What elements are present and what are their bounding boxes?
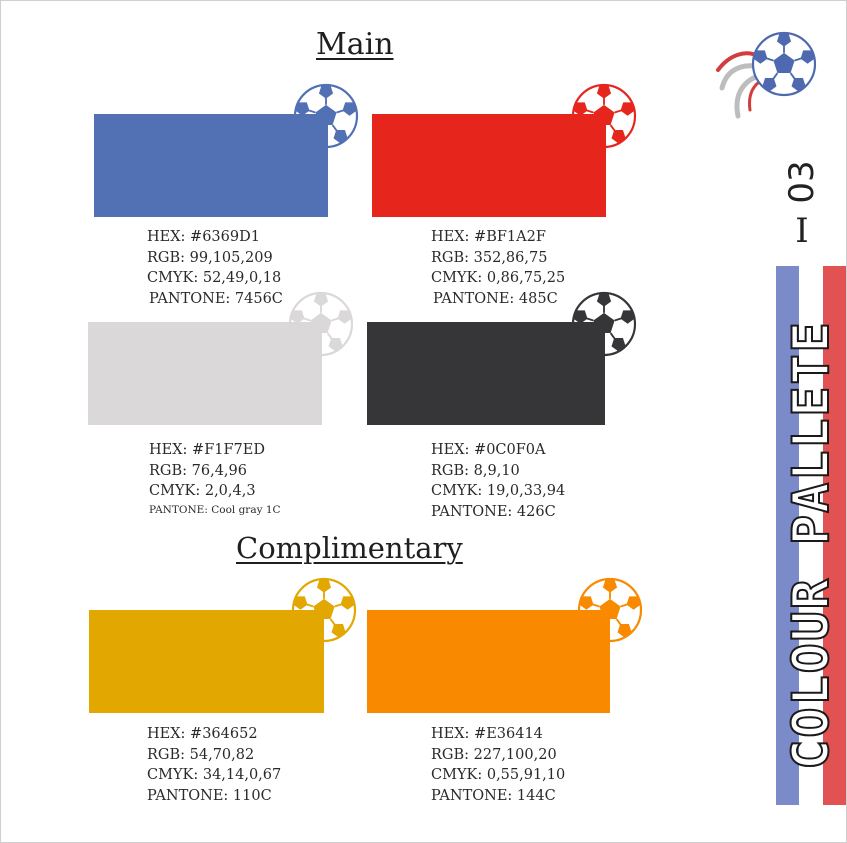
swatch-light-gray bbox=[88, 322, 322, 425]
rgb-value: RGB: 8,9,10 bbox=[431, 462, 520, 479]
swatch-light-gray-info: HEX: #F1F7ED RGB: 76,4,96 CMYK: 2,0,4,3 … bbox=[149, 440, 281, 518]
cmyk-value: CMYK: 0,55,91,10 bbox=[431, 767, 566, 783]
complimentary-heading: Complimentary bbox=[236, 531, 463, 565]
rgb-value: RGB: 99,105,209 bbox=[147, 249, 273, 266]
tricolor-band bbox=[776, 266, 846, 805]
hex-value: HEX: #F1F7ED bbox=[149, 442, 265, 458]
logo-ball bbox=[751, 31, 817, 97]
cmyk-value: CMYK: 19,0,33,94 bbox=[431, 483, 566, 499]
swatch-orange bbox=[367, 610, 610, 713]
cmyk-value: CMYK: 34,14,0,67 bbox=[147, 767, 282, 783]
cmyk-value: CMYK: 2,0,4,3 bbox=[149, 483, 256, 499]
swatch-orange-info: HEX: #E36414 RGB: 227,100,20 CMYK: 0,55,… bbox=[431, 724, 565, 806]
colour-pallete-title: COLOUR PALLETE bbox=[781, 319, 841, 770]
pantone-value: PANTONE: 485C bbox=[433, 290, 558, 307]
pantone-value: PANTONE: 7456C bbox=[149, 290, 283, 307]
swatch-dark-gray-info: HEX: #0C0F0A RGB: 8,9,10 CMYK: 19,0,33,9… bbox=[431, 440, 565, 522]
page-number: 03 bbox=[782, 160, 822, 204]
swoosh-gray bbox=[719, 63, 759, 91]
hex-value: HEX: #0C0F0A bbox=[431, 442, 546, 458]
pantone-value: PANTONE: 426C bbox=[431, 503, 556, 520]
swatch-dark-gray bbox=[367, 322, 605, 425]
swatch-red-info: HEX: #BF1A2F RGB: 352,86,75 CMYK: 0,86,7… bbox=[431, 227, 565, 309]
pantone-value: PANTONE: Cool gray 1C bbox=[149, 503, 281, 516]
stripe-white bbox=[799, 266, 823, 805]
stripe-red bbox=[823, 266, 846, 805]
page-separator: I bbox=[795, 211, 809, 251]
rgb-value: RGB: 227,100,20 bbox=[431, 746, 557, 763]
main-heading: Main bbox=[316, 27, 394, 62]
swatch-blue-info: HEX: #6369D1 RGB: 99,105,209 CMYK: 52,49… bbox=[147, 227, 283, 309]
cmyk-value: CMYK: 52,49,0,18 bbox=[147, 270, 282, 286]
pantone-value: PANTONE: 144C bbox=[431, 787, 556, 804]
soccer-ball-logo-icon bbox=[716, 31, 817, 119]
swoosh-gray bbox=[734, 73, 761, 119]
hex-value: HEX: #364652 bbox=[147, 726, 258, 742]
hex-value: HEX: #E36414 bbox=[431, 726, 543, 742]
swatch-blue bbox=[94, 114, 328, 217]
rgb-value: RGB: 352,86,75 bbox=[431, 249, 548, 266]
rgb-value: RGB: 76,4,96 bbox=[149, 462, 247, 479]
cmyk-value: CMYK: 0,86,75,25 bbox=[431, 270, 566, 286]
swatch-gold-info: HEX: #364652 RGB: 54,70,82 CMYK: 34,14,0… bbox=[147, 724, 281, 806]
rgb-value: RGB: 54,70,82 bbox=[147, 746, 255, 763]
hex-value: HEX: #6369D1 bbox=[147, 229, 260, 245]
swatch-red bbox=[372, 114, 606, 217]
swatch-gold bbox=[89, 610, 324, 713]
pantone-value: PANTONE: 110C bbox=[147, 787, 272, 804]
hex-value: HEX: #BF1A2F bbox=[431, 229, 546, 245]
stripe-blue bbox=[776, 266, 799, 805]
